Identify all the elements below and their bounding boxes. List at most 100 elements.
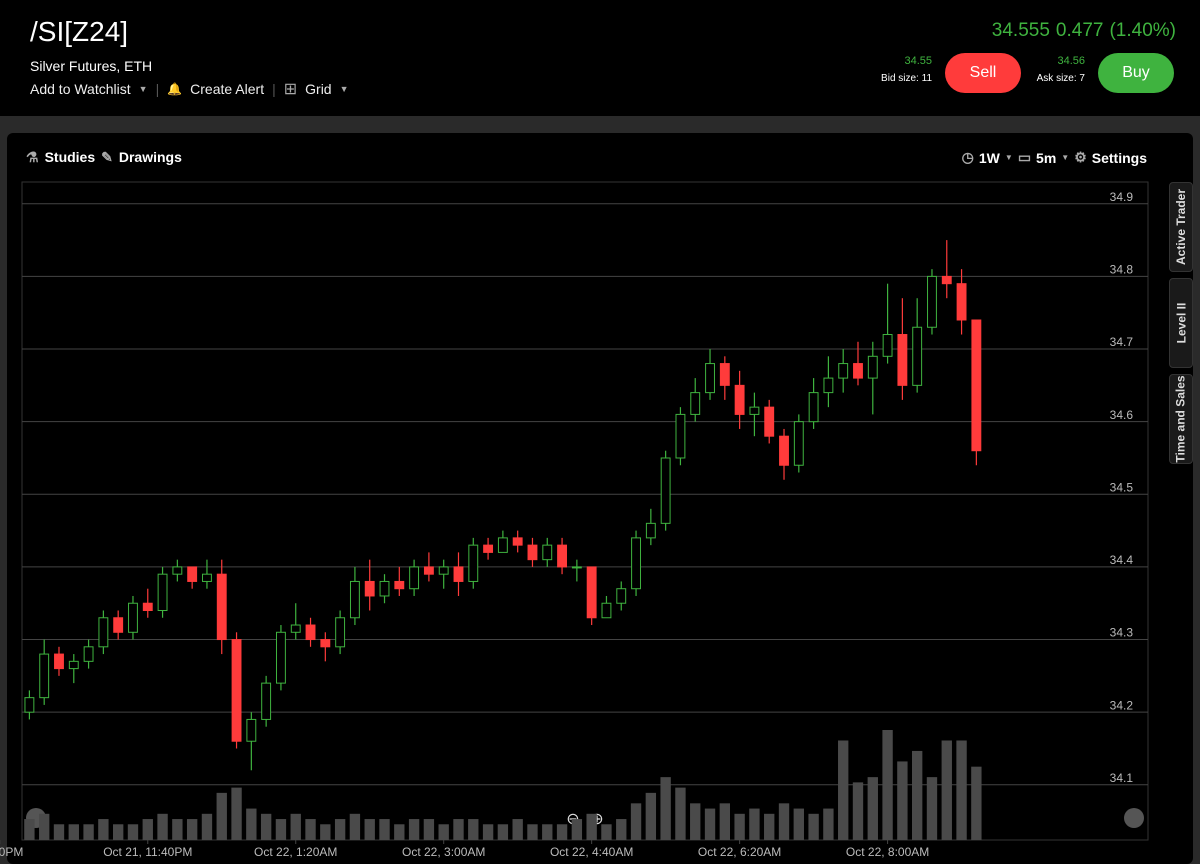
x-tick-label: Oct 22, 8:00AM bbox=[846, 845, 929, 859]
candle-body bbox=[83, 646, 94, 662]
volume-bar bbox=[423, 819, 435, 840]
candle-body bbox=[660, 457, 671, 524]
last-price: 34.555 bbox=[991, 20, 1050, 41]
candle-body bbox=[838, 363, 849, 379]
volume-bar bbox=[911, 750, 923, 840]
volume-bar bbox=[172, 819, 183, 840]
symbol: /SI[Z24] bbox=[30, 16, 129, 47]
candle-body bbox=[956, 283, 967, 321]
candle-body bbox=[749, 406, 760, 415]
candle-body bbox=[779, 435, 789, 466]
y-tick-label: 34.5 bbox=[1110, 480, 1134, 494]
volume-bar bbox=[127, 824, 139, 840]
y-tick-label: 34.4 bbox=[1110, 553, 1134, 567]
volume-bar bbox=[482, 824, 494, 840]
volume-bar bbox=[704, 808, 716, 840]
volume-bar bbox=[157, 813, 168, 840]
candle-body bbox=[941, 275, 952, 285]
candle-body bbox=[734, 384, 745, 415]
candle-body bbox=[98, 617, 109, 648]
change-pct: (1.40%) bbox=[1109, 20, 1176, 41]
x-tick-label: 0PM bbox=[0, 845, 23, 859]
side-tab[interactable]: Active Trader bbox=[1169, 182, 1193, 272]
buy-button[interactable]: Buy bbox=[1098, 53, 1174, 93]
side-tab[interactable]: Time and Sales bbox=[1169, 374, 1193, 464]
candle-body bbox=[853, 363, 863, 379]
volume-bar bbox=[690, 803, 701, 840]
volume-bar bbox=[216, 792, 227, 840]
volume-bar bbox=[542, 824, 553, 840]
volume-bar bbox=[512, 819, 523, 840]
volume-bar bbox=[290, 813, 301, 840]
drawings[interactable]: Drawings bbox=[118, 149, 182, 165]
candle-body bbox=[971, 319, 982, 452]
volume-bar bbox=[468, 819, 479, 840]
candle-body bbox=[128, 602, 138, 633]
volume-bar bbox=[246, 808, 257, 840]
volume-bar bbox=[24, 819, 35, 840]
volume-bar bbox=[571, 819, 583, 840]
candle-body bbox=[202, 573, 212, 582]
candle-body bbox=[571, 566, 582, 569]
x-tick-label: Oct 22, 3:00AM bbox=[402, 845, 485, 859]
candle-body bbox=[290, 624, 301, 633]
range[interactable]: 1W bbox=[978, 149, 1000, 166]
candle-body bbox=[468, 544, 479, 582]
volume-bar bbox=[320, 824, 331, 840]
bid: 34.55 bbox=[904, 55, 932, 67]
y-tick-label: 34.3 bbox=[1110, 626, 1134, 640]
change: 0.477 bbox=[1055, 20, 1104, 41]
interval[interactable]: 5m bbox=[1036, 149, 1057, 166]
create-alert[interactable]: Create Alert bbox=[190, 81, 265, 97]
candle-body bbox=[512, 537, 523, 546]
candle-body bbox=[527, 544, 538, 561]
sell-button[interactable]: Sell bbox=[945, 53, 1021, 93]
candle-body bbox=[867, 355, 878, 379]
scroll-right[interactable] bbox=[1124, 808, 1144, 828]
candle-body bbox=[231, 639, 242, 742]
volume-bar bbox=[201, 813, 213, 840]
volume-bar bbox=[630, 803, 642, 840]
candle-body bbox=[379, 580, 390, 597]
chart-panel bbox=[7, 133, 1193, 864]
candle-body bbox=[601, 602, 612, 619]
studies[interactable]: Studies bbox=[44, 149, 96, 165]
volume-bar bbox=[778, 803, 790, 840]
description: Silver Futures, ETH bbox=[30, 58, 153, 74]
y-tick-label: 34.7 bbox=[1110, 335, 1134, 349]
candle-body bbox=[453, 566, 464, 582]
volume-bar bbox=[823, 808, 834, 840]
volume-bar bbox=[379, 819, 390, 840]
volume-bar bbox=[453, 819, 464, 840]
candle-body bbox=[157, 573, 168, 611]
candle-body bbox=[483, 544, 494, 553]
volume-bar bbox=[734, 813, 745, 840]
y-tick-label: 34.9 bbox=[1110, 190, 1134, 204]
candle-body bbox=[927, 275, 937, 328]
candle-body bbox=[142, 602, 153, 611]
candle-body bbox=[275, 631, 286, 684]
volume-bar bbox=[971, 766, 982, 840]
x-tick-label: Oct 21, 11:40PM bbox=[103, 845, 192, 859]
candle-body bbox=[394, 580, 405, 590]
volume-bar bbox=[808, 813, 819, 840]
volume-bar bbox=[349, 813, 361, 840]
grid[interactable]: Grid bbox=[305, 81, 332, 97]
volume-bar bbox=[867, 777, 878, 840]
candle-body bbox=[246, 718, 257, 742]
side-tab[interactable]: Level II bbox=[1169, 278, 1193, 368]
candle-body bbox=[705, 363, 715, 394]
volume-bar bbox=[616, 819, 627, 840]
volume-bar bbox=[438, 824, 449, 840]
candle-body bbox=[305, 624, 316, 641]
volume-bar bbox=[231, 787, 242, 840]
settings[interactable]: Settings bbox=[1091, 149, 1147, 166]
volume-bar bbox=[334, 819, 346, 840]
volume-bar bbox=[956, 740, 967, 840]
x-tick-label: Oct 22, 6:20AM bbox=[698, 845, 781, 859]
volume-bar bbox=[586, 813, 597, 840]
y-tick-label: 34.8 bbox=[1110, 263, 1134, 277]
watchlist[interactable]: Add to Watchlist bbox=[30, 81, 131, 97]
header: /SI[Z24] Silver Futures, ETH Add to Watc… bbox=[0, 0, 1200, 116]
volume-bar bbox=[364, 819, 375, 840]
